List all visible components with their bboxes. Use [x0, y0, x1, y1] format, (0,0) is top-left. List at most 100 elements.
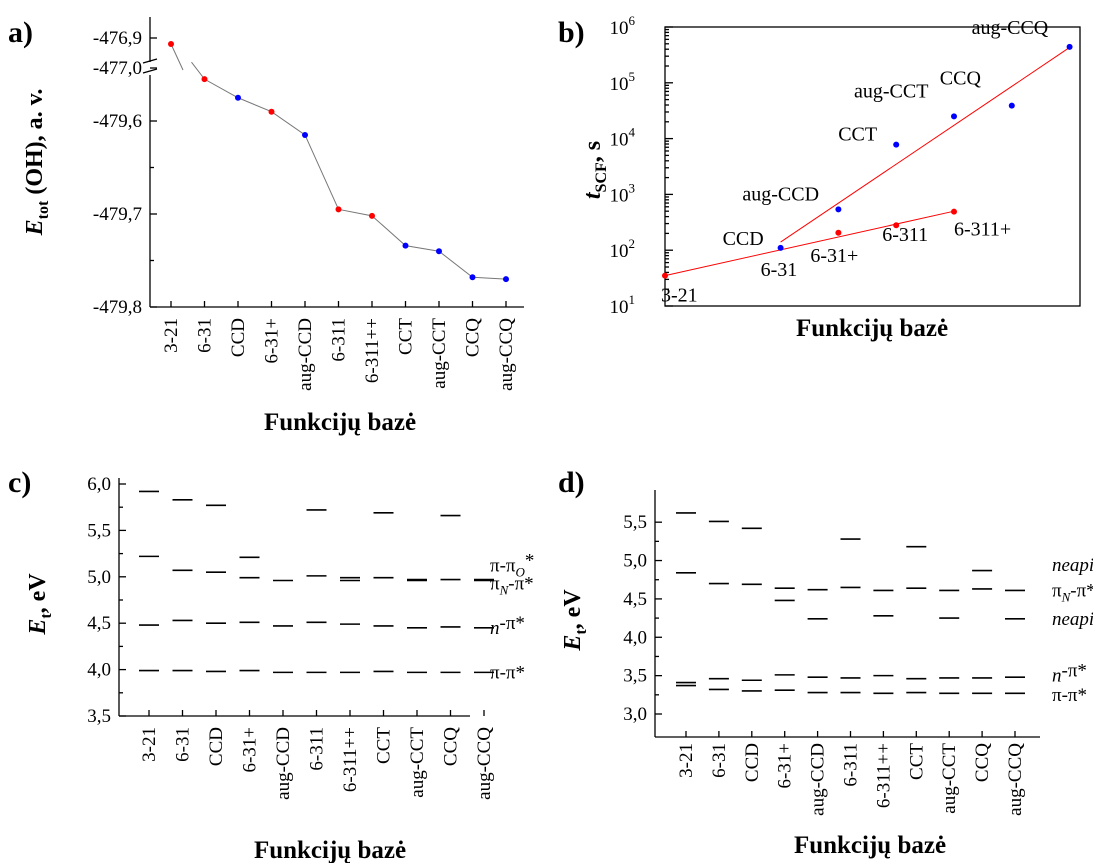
x-tick-label: 6-31: [195, 318, 216, 353]
y-tick-label: 3,5: [623, 666, 647, 687]
y-tick-label: 6,0: [87, 474, 111, 495]
x-tick-label: CCT: [906, 743, 927, 780]
x-axis-title: Funkcijų bazė: [794, 832, 946, 859]
x-tick-label: 6-31+: [775, 743, 796, 789]
y-tick-label: -477,0: [93, 58, 142, 79]
y-axis-title: Et, eV: [25, 573, 55, 636]
x-tick-label: aug-CCQ: [1005, 743, 1026, 816]
x-tick-label: CCQ: [441, 727, 462, 766]
y-tick-label: -479,7: [93, 204, 142, 225]
point-label: CCD: [723, 228, 764, 250]
data-point: [951, 209, 957, 215]
y-tick-label: 3,5: [87, 706, 111, 727]
point-label: aug-CCQ: [972, 17, 1049, 39]
y-tick-label: 4,0: [623, 627, 647, 648]
panel-b-scf-time-chart: b) 101 102 103 104 105 106 3-21 6-31 CCD 6-31+ aug-…: [558, 13, 1080, 342]
data-point: [1009, 103, 1015, 109]
state-annotation: neapibr.: [1052, 609, 1093, 630]
data-point: [235, 95, 241, 101]
y-tick-label: 4,0: [87, 660, 111, 681]
y-tick-label: 106: [610, 13, 636, 39]
fit-line: [781, 47, 1070, 242]
state-annotation: πN-π*: [1052, 580, 1093, 604]
data-point: [369, 213, 375, 219]
y-tick-label: -476,9: [93, 28, 142, 49]
y-tick-label: 3,0: [623, 704, 647, 725]
x-tick-label: 3-21: [161, 318, 182, 353]
y-tick-label: 102: [610, 236, 636, 262]
x-tick-label: 6-311: [329, 318, 350, 362]
x-axis-title: Funkcijų bazė: [264, 409, 416, 436]
panel-label: c): [8, 466, 31, 499]
x-tick-label: aug-CCD: [273, 727, 294, 800]
x-axis-title: Funkcijų bazė: [254, 837, 406, 863]
panel-b-label: b): [558, 16, 585, 49]
data-point: [1067, 44, 1073, 50]
x-tick-label: 6-31: [173, 727, 194, 762]
state-annotation: π-π*: [1052, 685, 1087, 706]
plot-frame: [665, 27, 1080, 306]
x-tick-label: aug-CCQ: [496, 318, 517, 391]
y-tick-label: 4,5: [87, 613, 111, 634]
point-label: CCQ: [940, 68, 982, 90]
x-tick-label: aug-CCQ: [474, 727, 495, 800]
data-point: [436, 248, 442, 254]
x-tick-label: 6-311++: [340, 727, 361, 792]
data-point: [778, 245, 784, 251]
panel-d-excitation-levels-chart: d) 3,0 3,5 4,0 4,5 5,0 5,5 3-21 6-31 CCD 6-31+ aug-…: [558, 466, 1093, 859]
y-tick-label: -479,8: [93, 297, 142, 318]
y-tick-label: -479,6: [93, 111, 142, 132]
x-tick-label: CCT: [396, 318, 417, 355]
x-tick-label: 6-311: [841, 743, 862, 787]
data-point: [168, 41, 174, 47]
y-tick-label: 105: [610, 69, 636, 95]
y-tick-label: 5,0: [87, 567, 111, 588]
data-point: [302, 132, 308, 138]
data-point: [202, 76, 208, 82]
axis-break-mark: [143, 59, 157, 73]
x-tick-label: CCQ: [972, 743, 993, 782]
panel-a-label: a): [8, 16, 33, 49]
panel-a-energy-chart: a) -476,9 -477,0 -479,6 -479,7 -479,8 3-21 6-31…: [8, 16, 524, 436]
x-tick-label: CCT: [374, 727, 395, 764]
y-axis-title: Et, eV: [560, 589, 590, 652]
series-line-segment: [171, 44, 183, 70]
y-tick-label: 104: [610, 125, 636, 151]
series-line: [192, 62, 507, 279]
point-label: aug-CCT: [854, 80, 928, 102]
state-annotation: n-π*: [1052, 661, 1087, 687]
data-point: [336, 206, 342, 212]
x-axis-title: Funkcijų bazė: [796, 315, 948, 342]
x-tick-label: aug-CCT: [407, 727, 428, 798]
x-tick-label: CCQ: [463, 318, 484, 357]
state-annotation: neapibr.: [1052, 555, 1093, 576]
x-tick-label: 6-311: [307, 727, 328, 771]
point-label: CCT: [838, 124, 877, 146]
data-point: [835, 230, 841, 236]
state-annotation: π-π*: [490, 662, 525, 683]
x-tick-label: 3-21: [139, 727, 160, 762]
y-tick-label: 5,5: [87, 520, 111, 541]
x-tick-label: aug-CCD: [295, 318, 316, 391]
point-label: 6-31+: [810, 245, 858, 267]
data-point: [269, 109, 275, 115]
y-tick-label: 5,0: [623, 551, 647, 572]
x-tick-label: 6-311++: [362, 318, 383, 383]
x-tick-label: CCD: [206, 727, 227, 766]
y-tick-label: 101: [610, 292, 636, 318]
x-tick-label: aug-CCT: [429, 318, 450, 389]
data-point: [403, 243, 409, 249]
y-tick-label: 103: [610, 180, 636, 206]
point-label: aug-CCD: [742, 183, 819, 205]
y-axis-title: Etot (OH), a. v.: [22, 89, 52, 237]
panel-c-excitation-levels-chart: c) 3,5 4,0 4,5 5,0 5,5 6,0 3-21 6-31 CCD 6-31+ aug-…: [8, 466, 534, 863]
data-point: [835, 206, 841, 212]
point-label: 6-311+: [954, 219, 1011, 241]
x-tick-label: aug-CCD: [808, 743, 829, 816]
x-tick-label: CCD: [228, 318, 249, 357]
data-point: [893, 142, 899, 148]
x-tick-label: 6-311++: [873, 743, 894, 808]
x-tick-label: 6-31+: [262, 318, 283, 364]
data-point: [503, 276, 509, 282]
